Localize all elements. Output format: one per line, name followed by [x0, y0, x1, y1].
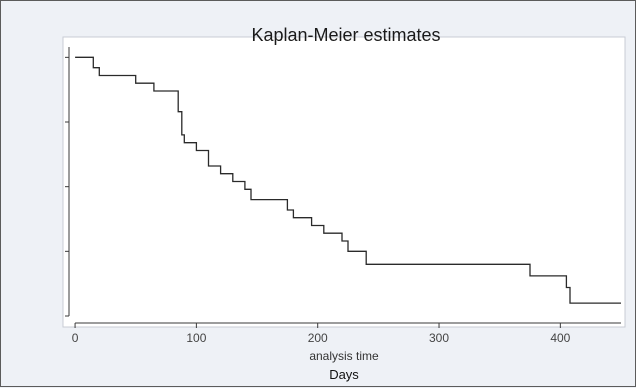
km-survival-line — [75, 56, 621, 304]
x-axis-label: analysis time — [309, 349, 379, 363]
x-tick-label: 100 — [186, 331, 206, 345]
chart-title: Kaplan-Meier estimates — [251, 25, 440, 45]
axes — [65, 47, 621, 324]
x-tick-label: 400 — [550, 331, 570, 345]
x-tick-label: 0 — [72, 331, 79, 345]
x-tick-label: 300 — [429, 331, 449, 345]
chart-caption: Days — [329, 367, 359, 382]
plot-area — [62, 36, 626, 328]
x-tick-label: 200 — [308, 331, 328, 345]
x-ticks: 0 100 200 300 400 — [72, 323, 571, 345]
